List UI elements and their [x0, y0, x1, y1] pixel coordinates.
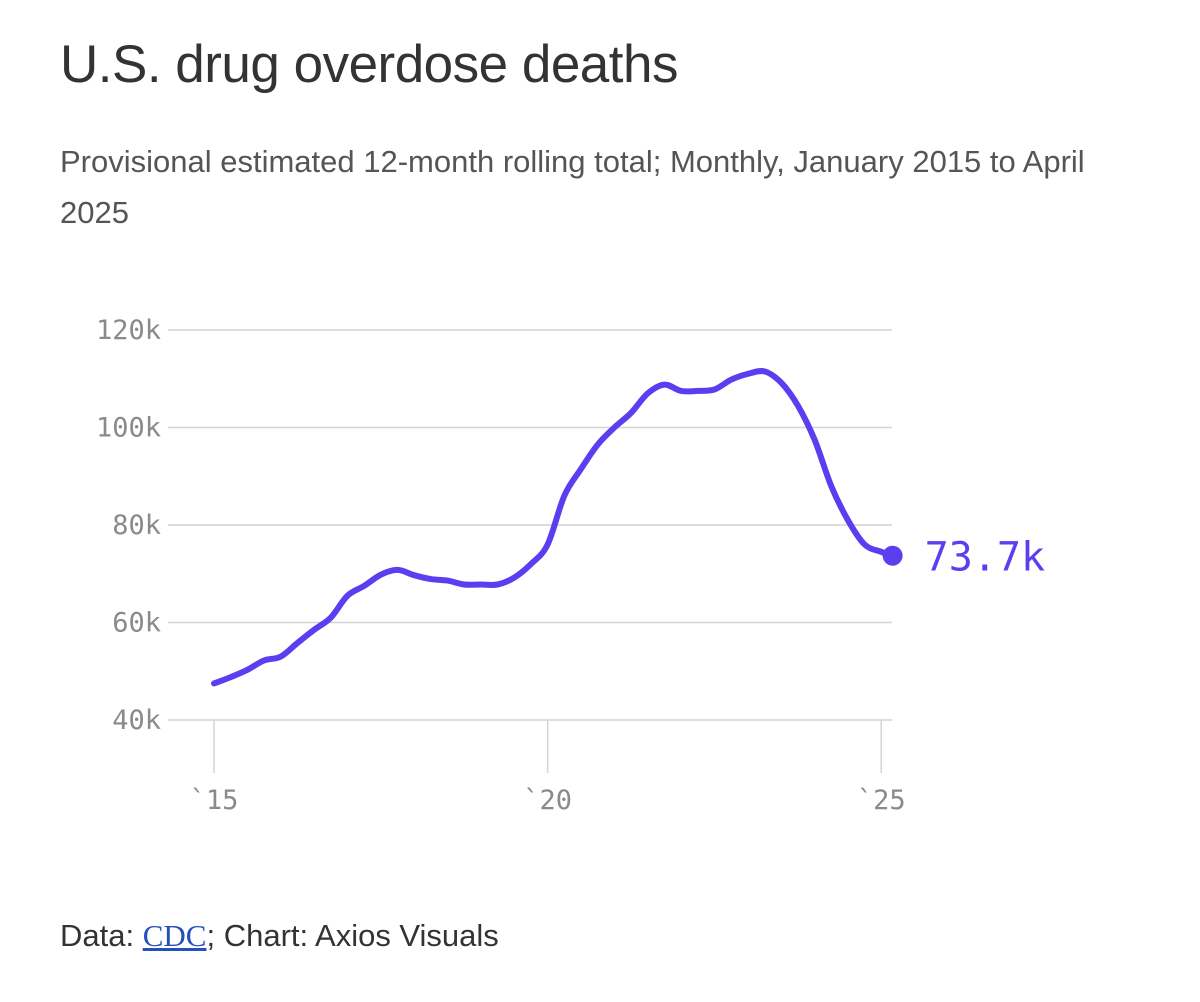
end-value-label: 73.7k	[925, 535, 1045, 581]
x-tick-label: `15	[190, 785, 239, 816]
series-line	[211, 368, 896, 687]
end-point-marker	[882, 545, 903, 566]
y-tick-label: 40k	[112, 705, 161, 736]
y-tick-label: 120k	[96, 315, 161, 346]
y-tick-label: 60k	[112, 608, 161, 639]
y-tick-label: 100k	[96, 413, 161, 444]
x-tick-label: `20	[523, 785, 572, 816]
chart-title: U.S. drug overdose deaths	[60, 35, 679, 94]
chart-subtitle: Provisional estimated 12-month rolling t…	[60, 144, 1085, 230]
source-link-cdc[interactable]: CDC	[142, 918, 207, 953]
y-tick-label: 80k	[112, 510, 161, 541]
source-footer: Data: CDC; Chart: Axios Visuals	[60, 918, 499, 954]
x-tick-label: `25	[857, 785, 906, 816]
footer-prefix: Data:	[60, 918, 143, 953]
footer-suffix: ; Chart: Axios Visuals	[206, 918, 499, 953]
line-chart: 40k 60k 80k 100k 120k `15 `20 `25 73.7k	[96, 315, 1045, 816]
